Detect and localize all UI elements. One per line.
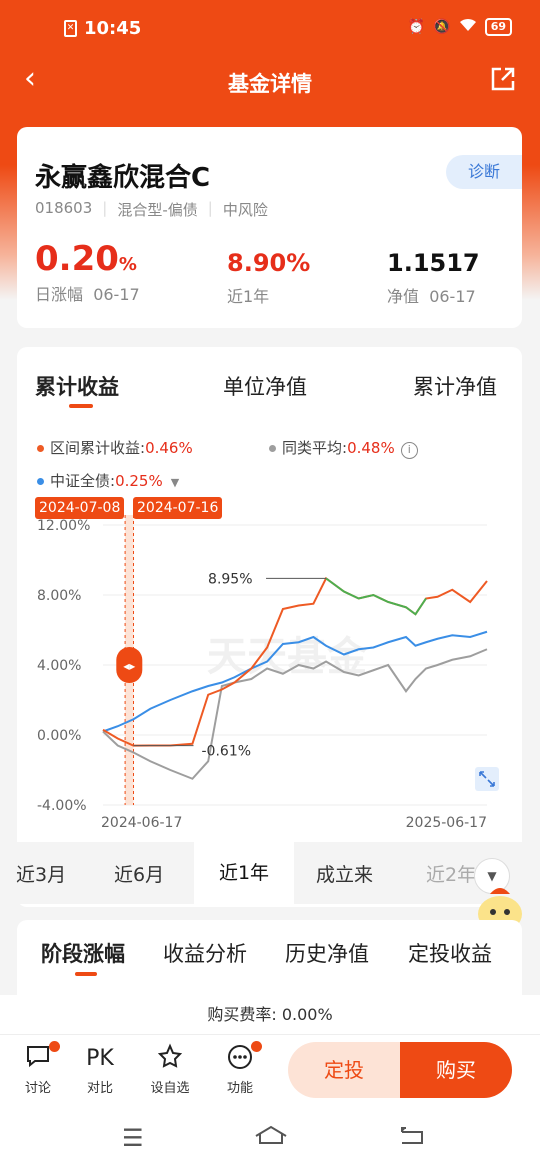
bottom-toolbar: 讨论 PK 对比 设自选 功能 定投 购买 (0, 1035, 540, 1110)
fund-name: 永赢鑫欣混合C (35, 163, 211, 193)
add-watchlist-button[interactable]: 设自选 (142, 1043, 198, 1096)
pk-icon: PK (86, 1046, 114, 1071)
buy-button[interactable]: 购买 (400, 1042, 512, 1098)
legend-fund: 区间累计收益:0.46% (37, 437, 193, 458)
daily-change-metric: 0.20% 日涨幅 06-17 (35, 239, 140, 304)
chart-tabs: 累计收益 单位净值 累计净值 (17, 371, 522, 411)
tab-stage-return[interactable]: 阶段涨幅 (41, 942, 125, 966)
fund-analysis-section: 阶段涨幅 收益分析 历史净值 定投收益 (17, 920, 522, 1000)
tab-return-analysis[interactable]: 收益分析 (163, 942, 247, 966)
notification-dot (251, 1041, 262, 1052)
home-icon[interactable] (254, 1124, 288, 1152)
min-annotation: -0.61% (202, 744, 252, 760)
peer-average-line (102, 648, 488, 780)
max-annotation: 8.95% (208, 571, 252, 587)
y-tick-label: 8.00% (37, 588, 81, 604)
nav-value: 1.1517 (387, 249, 480, 277)
fund-type: 混合型-偏债 (117, 201, 198, 219)
y-tick-label: 0.00% (37, 728, 81, 744)
one-year-label: 近1年 (227, 287, 270, 306)
system-navigation: ☰ (0, 1110, 540, 1170)
notification-dot (49, 1041, 60, 1052)
status-time: 10:45 (84, 18, 142, 39)
discuss-button[interactable]: 讨论 (10, 1041, 66, 1096)
more-functions-button[interactable]: 功能 (212, 1041, 268, 1096)
back-nav-icon[interactable] (398, 1124, 426, 1152)
x-tick-label: 2024-06-17 (101, 815, 182, 831)
fund-risk: 中风险 (222, 201, 268, 219)
back-icon[interactable]: ‹ (24, 61, 36, 96)
sip-button[interactable]: 定投 (288, 1042, 400, 1098)
tab-underline (75, 972, 97, 976)
y-tick-label: -4.00% (37, 798, 87, 814)
top-nav: ‹ 基金详情 (0, 58, 540, 104)
share-icon[interactable] (490, 66, 516, 92)
period-2y[interactable]: 近2年 (426, 864, 477, 886)
chart-card: 累计收益 单位净值 累计净值 区间累计收益:0.46% 同类平均:0.48% i … (17, 347, 522, 907)
date-tag-end: 2024-07-16 (133, 497, 223, 519)
legend-index[interactable]: 中证全债:0.25% ▼ (37, 470, 179, 491)
nav-metric: 1.1517 净值 06-17 (387, 249, 480, 307)
page-title: 基金详情 (228, 72, 312, 96)
y-tick-label: 4.00% (37, 658, 81, 674)
nav-date: 06-17 (429, 287, 476, 306)
y-tick-label: 12.00% (37, 518, 90, 534)
daily-change-date: 06-17 (93, 285, 140, 304)
period-3m[interactable]: 近3月 (16, 864, 67, 886)
period-1y[interactable]: 近1年 (194, 842, 294, 904)
tab-cumulative-return[interactable]: 累计收益 (35, 375, 119, 399)
daily-change-value: 0.20 (35, 239, 119, 279)
battery-icon: 69 (484, 18, 512, 36)
daily-change-label: 日涨幅 (35, 285, 84, 304)
chevron-down-icon: ▼ (170, 476, 180, 489)
diagnose-button[interactable]: 诊断 (446, 155, 522, 189)
date-tag-start: 2024-07-08 (35, 497, 125, 519)
mute-icon: 🔕 (433, 19, 451, 35)
nav-label: 净值 (387, 287, 420, 306)
compare-button[interactable]: PK 对比 (72, 1043, 128, 1096)
expand-periods-icon[interactable]: ▼ (474, 858, 510, 894)
more-icon (212, 1041, 268, 1075)
tab-history-nav[interactable]: 历史净值 (285, 942, 369, 966)
fullscreen-arrows (479, 771, 495, 787)
sim-icon: ✕ (64, 20, 77, 37)
menu-icon[interactable]: ☰ (122, 1124, 144, 1152)
purchase-fee: 购买费率: 0.00% (0, 995, 540, 1035)
fund-summary-card: 永赢鑫欣混合C 诊断 018603 | 混合型-偏债 | 中风险 0.20% 日… (17, 127, 522, 328)
range-handle-arrows-icon: ◂▸ (123, 659, 135, 673)
wifi-icon (459, 18, 477, 36)
one-year-metric: 8.90% 近1年 (227, 249, 310, 307)
period-since-inception[interactable]: 成立来 (316, 864, 374, 886)
tab-cumulative-nav[interactable]: 累计净值 (413, 375, 497, 399)
range-handle[interactable] (116, 647, 143, 683)
info-icon[interactable]: i (400, 442, 418, 459)
drawdown-segment (325, 577, 427, 616)
tab-sip-return[interactable]: 定投收益 (408, 942, 492, 966)
one-year-value: 8.90% (227, 249, 311, 277)
x-tick-label: 2025-06-17 (406, 815, 487, 831)
legend-peer: 同类平均:0.48% i (269, 437, 418, 459)
tab-unit-nav[interactable]: 单位净值 (223, 375, 307, 399)
fund-code: 018603 (35, 199, 93, 217)
return-chart[interactable]: 12.00%8.00%4.00%0.00%-4.00%天天基金8.95%-0.6… (17, 515, 522, 845)
alarm-icon: ⏰ (407, 19, 426, 35)
star-plus-icon (142, 1043, 198, 1075)
chat-icon (10, 1041, 66, 1075)
bond-index-line (102, 630, 488, 733)
tab-underline (69, 404, 93, 408)
period-6m[interactable]: 近6月 (114, 864, 165, 886)
fullscreen-icon[interactable] (475, 767, 499, 791)
status-bar: ✕ 10:45 ⏰ 🔕 69 (0, 0, 540, 58)
period-selector: 近3月 近6月 近1年 成立来 近2年 (0, 842, 540, 904)
